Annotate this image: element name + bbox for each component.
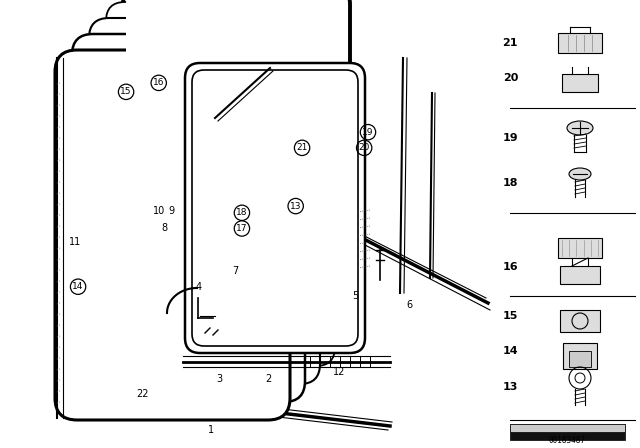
Text: 15: 15 — [502, 311, 518, 321]
Text: 22: 22 — [136, 389, 148, 399]
Bar — [510, 424, 625, 432]
Text: 7: 7 — [232, 266, 239, 276]
Text: 5: 5 — [352, 291, 358, 301]
Text: 12: 12 — [333, 367, 346, 377]
Text: 4: 4 — [195, 282, 202, 292]
FancyBboxPatch shape — [185, 63, 365, 353]
Text: 3: 3 — [216, 374, 223, 383]
Text: 13: 13 — [290, 202, 301, 211]
Text: 2: 2 — [266, 374, 272, 383]
Bar — [558, 238, 602, 258]
Text: 14: 14 — [72, 282, 84, 291]
Text: 17: 17 — [236, 224, 248, 233]
Text: 10: 10 — [152, 206, 165, 215]
Text: 9: 9 — [168, 206, 175, 215]
Ellipse shape — [567, 121, 593, 135]
Bar — [563, 343, 597, 369]
Text: 20: 20 — [358, 143, 370, 152]
Text: 11: 11 — [69, 237, 82, 247]
Text: 6: 6 — [406, 300, 413, 310]
Text: 20: 20 — [502, 73, 518, 83]
FancyBboxPatch shape — [123, 0, 350, 348]
Text: 14: 14 — [502, 346, 518, 356]
Bar — [560, 310, 600, 332]
FancyBboxPatch shape — [72, 34, 305, 402]
Bar — [560, 266, 600, 284]
Text: 16: 16 — [502, 262, 518, 272]
Ellipse shape — [569, 168, 591, 180]
Text: 19: 19 — [502, 133, 518, 143]
Text: 21: 21 — [502, 38, 518, 48]
Bar — [569, 351, 591, 367]
Text: 13: 13 — [502, 382, 518, 392]
Text: 1: 1 — [208, 425, 214, 435]
Text: 16: 16 — [153, 78, 164, 87]
FancyBboxPatch shape — [106, 2, 335, 366]
Bar — [562, 74, 598, 92]
Text: 8: 8 — [161, 224, 168, 233]
FancyBboxPatch shape — [89, 18, 320, 384]
Text: 19: 19 — [362, 128, 374, 137]
FancyBboxPatch shape — [55, 50, 290, 420]
FancyBboxPatch shape — [126, 0, 347, 345]
Text: 18: 18 — [236, 208, 248, 217]
Text: 21: 21 — [296, 143, 308, 152]
Text: 18: 18 — [502, 178, 518, 188]
Bar — [510, 424, 625, 440]
Bar — [558, 33, 602, 53]
Text: 15: 15 — [120, 87, 132, 96]
Text: 00183487: 00183487 — [548, 436, 586, 445]
